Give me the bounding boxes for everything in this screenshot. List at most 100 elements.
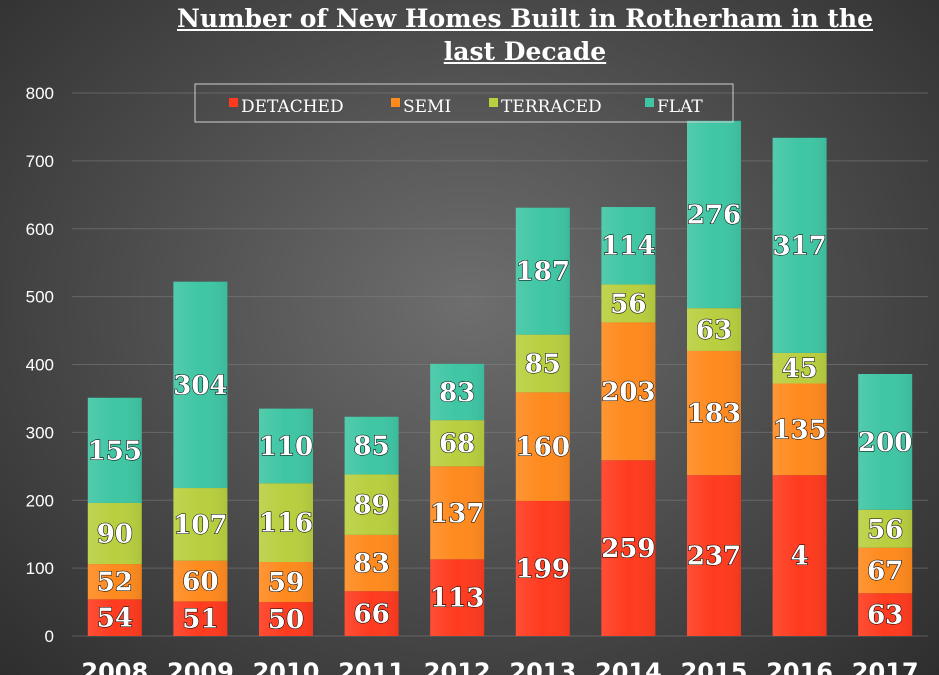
legend-label: FLAT <box>657 97 703 117</box>
x-tick-label: 2016 <box>766 658 833 675</box>
data-label: 85 <box>354 432 390 462</box>
data-label: 304 <box>173 371 227 401</box>
data-label: 67 <box>867 557 903 587</box>
x-tick-label: 2013 <box>509 658 576 675</box>
bar-segment-shade <box>772 137 827 353</box>
y-tick-label: 200 <box>26 491 54 510</box>
bar-segment-shade <box>858 593 913 636</box>
bar-segment-shade <box>601 460 656 636</box>
bar-segment-shade <box>259 483 313 563</box>
bar-segment-shade <box>87 397 142 503</box>
data-label: 56 <box>867 515 903 545</box>
bar-segment-shade <box>344 416 399 475</box>
data-label: 160 <box>516 433 570 463</box>
bar-segment-shade <box>772 352 827 384</box>
data-label: 83 <box>439 378 475 408</box>
data-label: 63 <box>867 601 903 631</box>
data-label: 50 <box>268 605 304 635</box>
bar-segment-shade <box>687 475 741 636</box>
bar-segment-shade <box>515 334 570 393</box>
data-label: 199 <box>516 554 570 584</box>
bar-segment-shade <box>344 474 399 535</box>
data-label: 114 <box>601 232 655 262</box>
chart-title-line-2: last Decade <box>443 37 607 66</box>
bar-segment-shade <box>173 601 228 636</box>
data-label: 83 <box>354 549 390 579</box>
chart-title: Number of New Homes Built in Rotherham i… <box>110 2 939 68</box>
data-label: 63 <box>696 316 732 346</box>
x-tick-label: 2008 <box>81 658 148 675</box>
data-label: 200 <box>858 428 912 458</box>
data-label: 66 <box>354 600 390 630</box>
bar-segment-shade <box>687 350 741 476</box>
y-tick-label: 100 <box>26 559 54 578</box>
x-axis: 2008 2009 2010 2011 2012 2013 2014 2015 2016 2017 <box>81 658 918 675</box>
bar-segment-shade <box>601 322 656 461</box>
data-label: 56 <box>610 289 646 319</box>
bar-segment-shade <box>772 383 827 476</box>
x-tick-label: 2009 <box>167 658 234 675</box>
data-label: 60 <box>182 567 218 597</box>
bar-segment-shade <box>858 547 913 594</box>
data-label: 54 <box>97 604 133 634</box>
x-tick-label: 2014 <box>595 658 662 675</box>
bar-segment-shade <box>430 466 485 560</box>
data-label: 276 <box>687 200 741 230</box>
bars <box>87 120 913 636</box>
data-label: 259 <box>601 534 655 564</box>
legend-label: SEMI <box>403 97 451 117</box>
data-label: 59 <box>268 568 304 598</box>
data-label: 113 <box>430 584 484 614</box>
y-tick-label: 500 <box>26 288 54 307</box>
legend-box <box>194 83 734 123</box>
y-tick-label: 0 <box>45 627 54 646</box>
y-tick-label: 300 <box>26 423 54 442</box>
data-label: 317 <box>772 231 826 261</box>
bar-segment-shade <box>259 602 313 636</box>
bar-segment-shade <box>858 374 913 510</box>
bar-segment-shade <box>858 509 913 548</box>
bar-segment-shade <box>515 392 570 501</box>
bar-segment-shade <box>259 562 313 603</box>
data-label: 203 <box>601 377 655 407</box>
x-tick-label: 2011 <box>338 658 405 675</box>
bar-segment-shade <box>87 599 142 636</box>
data-label: 155 <box>88 436 142 466</box>
data-label: 90 <box>97 520 133 550</box>
bar-segment-shade <box>430 559 485 636</box>
y-tick-label: 400 <box>26 356 54 375</box>
bar-segment-shade <box>601 207 656 285</box>
bar-segment-shade <box>515 500 570 636</box>
data-labels: 54 52 90 155 51 60 107 304 50 59 116 110 66 83 89 85 113… <box>87 200 913 636</box>
data-label: 89 <box>354 491 390 521</box>
bar-segment-shade <box>173 281 228 489</box>
x-tick-label: 2017 <box>852 658 919 675</box>
data-label: 237 <box>687 542 741 572</box>
legend-swatch <box>645 98 654 107</box>
bar-segment-shade <box>601 284 656 323</box>
bar-segment-shade <box>772 475 827 636</box>
data-label: 137 <box>430 499 484 529</box>
legend-label: TERRACED <box>501 97 602 117</box>
y-tick-label: 800 <box>26 84 54 103</box>
y-tick-label: 600 <box>26 220 54 239</box>
legend-label: DETACHED <box>241 97 344 117</box>
bar-segment-shade <box>344 591 399 636</box>
x-tick-label: 2015 <box>681 658 748 675</box>
bar-segment-shade <box>344 534 399 592</box>
bar-segment-shade <box>259 408 313 484</box>
bar-segment-shade <box>87 564 142 600</box>
data-label: 85 <box>525 349 561 379</box>
bar-segment-shade <box>687 120 741 309</box>
data-label: 45 <box>782 354 818 384</box>
data-label: 110 <box>259 432 313 462</box>
data-label: 116 <box>259 509 313 539</box>
data-label: 52 <box>97 568 133 598</box>
data-label: 51 <box>182 605 218 635</box>
data-label: 187 <box>516 257 570 287</box>
bar-segment-shade <box>430 363 485 421</box>
legend: DETACHED SEMI TERRACED FLAT <box>194 83 734 123</box>
x-tick-label: 2010 <box>253 658 320 675</box>
